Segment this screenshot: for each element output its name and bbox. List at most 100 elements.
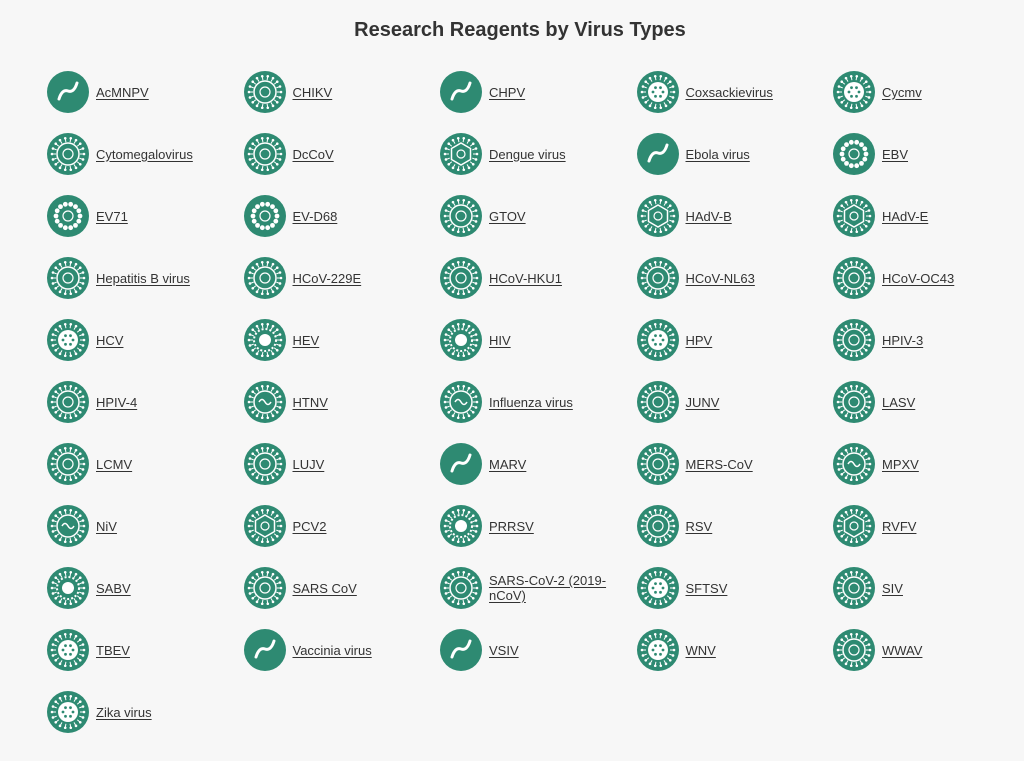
virus-link[interactable]: VSIV (440, 628, 637, 672)
virus-label[interactable]: WNV (685, 642, 716, 658)
virus-link[interactable]: Dengue virus (440, 132, 637, 176)
virus-link[interactable]: LCMV (47, 442, 244, 486)
virus-label[interactable]: Vaccinia virus (292, 642, 372, 658)
virus-label[interactable]: HPIV-3 (882, 332, 924, 348)
virus-label[interactable]: MARV (489, 456, 527, 472)
virus-link[interactable]: JUNV (636, 380, 834, 424)
virus-link[interactable]: LASV (833, 380, 1024, 424)
virus-label[interactable]: Coxsackievirus (685, 84, 773, 100)
virus-link[interactable]: HIV (440, 318, 637, 362)
virus-label[interactable]: HCoV-OC43 (882, 270, 955, 286)
virus-label[interactable]: SARS CoV (292, 580, 357, 596)
virus-link[interactable]: PCV2 (243, 504, 441, 548)
virus-label[interactable]: MERS-CoV (685, 456, 753, 472)
virus-label[interactable]: SIV (882, 580, 903, 596)
virus-label[interactable]: HEV (292, 332, 320, 348)
virus-link[interactable]: HCV (47, 318, 244, 362)
virus-label[interactable]: PCV2 (292, 518, 327, 534)
virus-link[interactable]: EV71 (47, 194, 244, 238)
virus-label[interactable]: TBEV (96, 642, 130, 658)
virus-link[interactable]: SIV (833, 566, 1024, 610)
virus-label[interactable]: HTNV (292, 394, 328, 410)
virus-link[interactable]: Cytomegalovirus (47, 132, 244, 176)
virus-link[interactable]: HTNV (243, 380, 441, 424)
virus-label[interactable]: SFTSV (685, 580, 728, 596)
virus-link[interactable]: SARS-CoV-2 (2019-nCoV) (440, 566, 637, 610)
virus-link[interactable]: Coxsackievirus (636, 70, 834, 114)
virus-link[interactable]: SARS CoV (243, 566, 441, 610)
virus-label[interactable]: RVFV (882, 518, 917, 534)
virus-label[interactable]: Influenza virus (489, 394, 573, 410)
virus-label[interactable]: WWAV (882, 642, 923, 658)
virus-link[interactable]: WNV (636, 628, 834, 672)
virus-link[interactable]: MPXV (833, 442, 1024, 486)
virus-label[interactable]: EV-D68 (292, 208, 338, 224)
virus-label[interactable]: EV71 (96, 208, 128, 224)
virus-label[interactable]: HPIV-4 (96, 394, 138, 410)
virus-label[interactable]: HCoV-NL63 (685, 270, 755, 286)
virus-link[interactable]: HPV (636, 318, 834, 362)
virus-link[interactable]: NiV (47, 504, 244, 548)
virus-link[interactable]: LUJV (243, 442, 441, 486)
virus-link[interactable]: TBEV (47, 628, 244, 672)
virus-link[interactable]: HCoV-NL63 (636, 256, 834, 300)
virus-label[interactable]: VSIV (489, 642, 519, 658)
virus-label[interactable]: AcMNPV (96, 84, 149, 100)
virus-label[interactable]: RSV (685, 518, 713, 534)
virus-link[interactable]: HAdV-E (833, 194, 1024, 238)
virus-label[interactable]: LUJV (292, 456, 325, 472)
virus-label[interactable]: PRRSV (489, 518, 534, 534)
virus-label[interactable]: Zika virus (96, 704, 152, 720)
virus-label[interactable]: DcCoV (292, 146, 334, 162)
virus-link[interactable]: HPIV-3 (833, 318, 1024, 362)
virus-link[interactable]: AcMNPV (47, 70, 244, 114)
virus-link[interactable]: RSV (636, 504, 834, 548)
virus-label[interactable]: EBV (882, 146, 909, 162)
virus-label[interactable]: Hepatitis B virus (96, 270, 190, 286)
virus-label[interactable]: Cytomegalovirus (96, 146, 193, 162)
virus-link[interactable]: EV-D68 (243, 194, 441, 238)
virus-link[interactable]: SABV (47, 566, 244, 610)
virus-label[interactable]: HIV (489, 332, 511, 348)
virus-label[interactable]: SABV (96, 580, 131, 596)
virus-label[interactable]: Dengue virus (489, 146, 566, 162)
virus-link[interactable]: MERS-CoV (636, 442, 834, 486)
virus-link[interactable]: PRRSV (440, 504, 637, 548)
virus-label[interactable]: JUNV (685, 394, 720, 410)
virus-label[interactable]: HCV (96, 332, 124, 348)
virus-link[interactable]: CHIKV (243, 70, 441, 114)
virus-label[interactable]: Ebola virus (685, 146, 750, 162)
virus-link[interactable]: HCoV-229E (243, 256, 441, 300)
virus-link[interactable]: DcCoV (243, 132, 441, 176)
virus-link[interactable]: WWAV (833, 628, 1024, 672)
virus-link[interactable]: CHPV (440, 70, 637, 114)
virus-link[interactable]: Vaccinia virus (243, 628, 441, 672)
virus-label[interactable]: LASV (882, 394, 916, 410)
virus-label[interactable]: CHIKV (292, 84, 333, 100)
virus-link[interactable]: Ebola virus (636, 132, 834, 176)
virus-link[interactable]: Cycmv (833, 70, 1024, 114)
virus-link[interactable]: SFTSV (636, 566, 834, 610)
virus-link[interactable]: GTOV (440, 194, 637, 238)
virus-label[interactable]: MPXV (882, 456, 919, 472)
virus-link[interactable]: EBV (833, 132, 1024, 176)
virus-link[interactable]: Hepatitis B virus (47, 256, 244, 300)
virus-link[interactable]: MARV (440, 442, 637, 486)
virus-link[interactable]: RVFV (833, 504, 1024, 548)
virus-label[interactable]: CHPV (489, 84, 526, 100)
virus-label[interactable]: HCoV-HKU1 (489, 270, 562, 286)
virus-label[interactable]: HAdV-B (685, 208, 732, 224)
virus-label[interactable]: HAdV-E (882, 208, 929, 224)
virus-label[interactable]: NiV (96, 518, 117, 534)
virus-link[interactable]: Influenza virus (440, 380, 637, 424)
virus-label[interactable]: HCoV-229E (292, 270, 362, 286)
virus-label[interactable]: LCMV (96, 456, 133, 472)
virus-link[interactable]: HEV (243, 318, 441, 362)
virus-label[interactable]: Cycmv (882, 84, 922, 100)
virus-label[interactable]: SARS-CoV-2 (2019-nCoV) (489, 573, 607, 603)
virus-link[interactable]: HCoV-HKU1 (440, 256, 637, 300)
virus-label[interactable]: GTOV (489, 208, 526, 224)
virus-link[interactable]: HPIV-4 (47, 380, 244, 424)
virus-link[interactable]: Zika virus (47, 690, 244, 734)
virus-link[interactable]: HCoV-OC43 (833, 256, 1024, 300)
